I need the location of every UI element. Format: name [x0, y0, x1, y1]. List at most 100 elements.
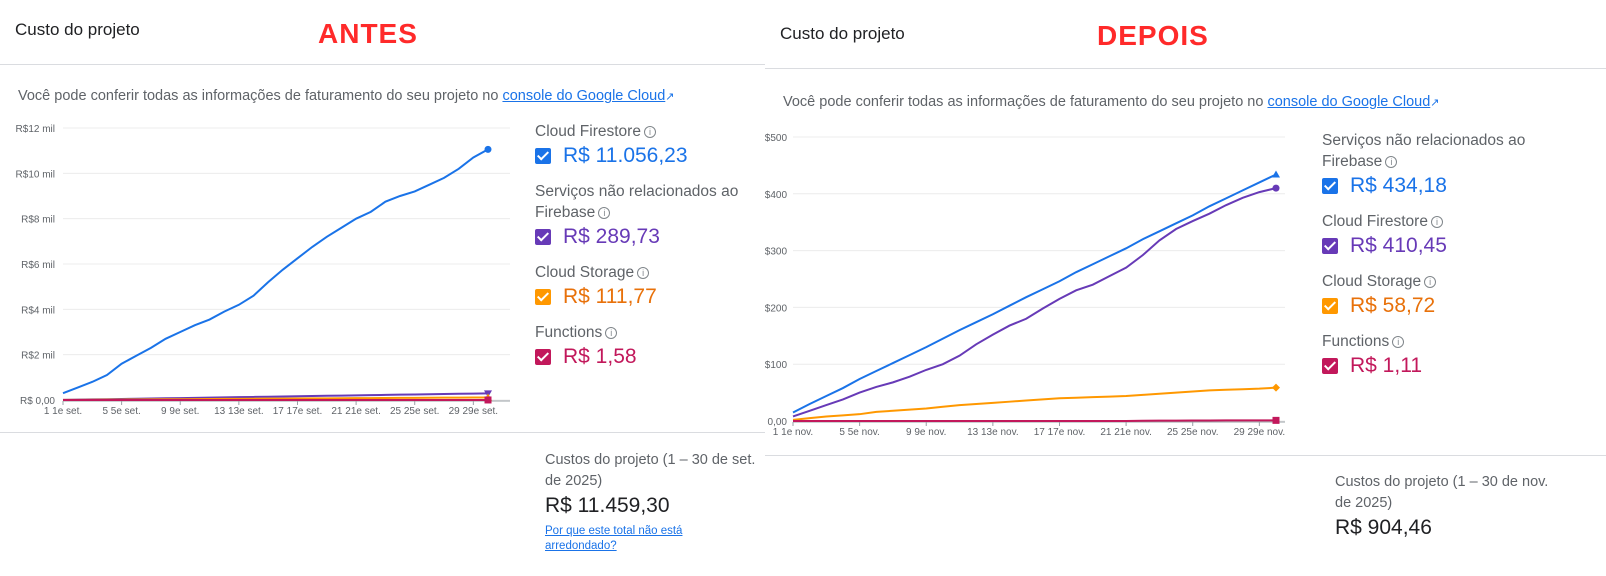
info-icon[interactable]: i	[1385, 155, 1398, 168]
legend-label: Cloud Firestore	[1322, 213, 1428, 230]
series-checkbox[interactable]	[535, 229, 551, 245]
y-tick-label: R$10 mil	[16, 169, 55, 180]
legend-value: R$ 58,72	[1350, 294, 1436, 317]
intro-text: Você pode conferir todas as informações …	[783, 94, 1440, 110]
legend-name: Serviços não relacionados ao Firebase i	[1322, 130, 1562, 172]
cost-chart: R$ 0,00 R$2 mil R$4 mil R$6 mil R$8 mil R$10 …	[16, 124, 510, 417]
legend-name: Cloud Firestore i	[535, 121, 755, 142]
legend-value: R$ 289,73	[563, 225, 660, 248]
legend-name: Functions i	[535, 322, 755, 343]
y-tick-label: R$400	[765, 190, 787, 201]
end-marker-square	[1272, 416, 1280, 424]
card-title: Custo do projeto	[15, 20, 140, 39]
divider	[0, 64, 765, 65]
external-link-icon: ↗	[1430, 97, 1440, 109]
x-tick-label: 13 13e nov.	[967, 427, 1019, 438]
legend: Serviços não relacionados ao Firebase i R…	[1322, 130, 1562, 391]
cost-chart: R$ 0,00 R$100 R$200 R$300 R$400 R$500 1 1e nov…	[765, 133, 1285, 438]
x-tick-label: 17 17e set.	[273, 406, 322, 417]
legend-value: R$ 111,77	[563, 285, 657, 308]
y-tick-label: R$ 0,00	[765, 417, 787, 428]
x-tick-label: 1 1e nov.	[773, 427, 813, 438]
divider	[765, 455, 1606, 456]
x-tick-label: 17 17e nov.	[1034, 427, 1086, 438]
legend-name: Cloud Storage i	[535, 262, 755, 283]
x-tick-label: 25 25e set.	[390, 406, 439, 417]
total-label: Custos do projeto (1 – 30 de nov. de 202…	[1335, 474, 1549, 511]
legend-label: Functions	[535, 324, 603, 341]
legend-item: Cloud Storage i R$ 58,72	[1322, 271, 1562, 318]
series-checkbox[interactable]	[535, 349, 551, 365]
panel-after: Custo do projeto DEPOIS Você pode confer…	[765, 0, 1606, 576]
total-value: R$ 11.459,30	[545, 494, 670, 517]
info-icon[interactable]: i	[605, 326, 618, 339]
legend-value: R$ 1,58	[563, 345, 637, 368]
series-line	[792, 187, 1277, 418]
y-tick-label: R$200	[765, 303, 787, 314]
end-marker-circle	[1272, 184, 1280, 192]
y-tick-label: R$8 mil	[21, 215, 55, 226]
series-checkbox[interactable]	[1322, 178, 1338, 194]
y-tick-label: R$100	[765, 360, 787, 371]
x-tick-label: 21 21e set.	[331, 406, 380, 417]
end-marker-square	[484, 396, 492, 404]
google-cloud-console-link[interactable]: console do Google Cloud	[1267, 94, 1431, 110]
legend-name: Functions i	[1322, 331, 1562, 352]
y-tick-label: R$500	[765, 133, 787, 144]
divider	[0, 432, 765, 433]
series-checkbox[interactable]	[1322, 358, 1338, 374]
x-tick-label: 21 21e nov.	[1100, 427, 1152, 438]
y-tick-label: R$6 mil	[21, 260, 55, 271]
legend-name: Serviços não relacionados ao Firebase i	[535, 181, 755, 223]
info-icon[interactable]: i	[643, 125, 656, 138]
x-tick-label: 13 13e set.	[214, 406, 263, 417]
x-tick-label: 5 5e nov.	[839, 427, 879, 438]
info-icon[interactable]: i	[1392, 335, 1405, 348]
google-cloud-console-link[interactable]: console do Google Cloud	[502, 88, 666, 104]
x-tick-label: 5 5e set.	[102, 406, 140, 417]
end-marker-circle	[484, 145, 492, 153]
end-marker-triangle	[1272, 170, 1280, 178]
card-title: Custo do projeto	[780, 24, 905, 43]
legend-name: Cloud Storage i	[1322, 271, 1562, 292]
series-line	[792, 173, 1277, 414]
series-line	[793, 419, 1277, 422]
series-checkbox[interactable]	[1322, 238, 1338, 254]
x-tick-label: 29 29e set.	[449, 406, 498, 417]
info-icon[interactable]: i	[598, 206, 611, 219]
total-label: Custos do projeto (1 – 30 de set. de 202…	[545, 452, 756, 489]
panel-before: Custo do projeto ANTES Você pode conferi…	[0, 0, 765, 576]
legend-label: Cloud Storage	[1322, 273, 1422, 290]
y-tick-label: R$2 mil	[21, 351, 55, 362]
legend: Cloud Firestore i R$ 11.056,23 Serviços nã…	[535, 121, 755, 382]
legend-label: Cloud Storage	[535, 264, 635, 281]
external-link-icon: ↗	[665, 91, 675, 103]
project-total: Custos do projeto (1 – 30 de set. de 202…	[545, 450, 760, 554]
y-tick-label: R$300	[765, 247, 787, 258]
legend-label: Serviços não relacionados ao Firebase	[1322, 132, 1526, 170]
end-marker-diamond	[1272, 383, 1280, 392]
legend-label: Cloud Firestore	[535, 123, 641, 140]
legend-value: R$ 11.056,23	[563, 144, 688, 167]
legend-item: Cloud Firestore i R$ 11.056,23	[535, 121, 755, 168]
info-icon[interactable]: i	[1430, 215, 1443, 228]
series-line	[62, 148, 489, 395]
intro-text: Você pode conferir todas as informações …	[18, 88, 675, 104]
series-line	[792, 386, 1277, 421]
legend-item: Serviços não relacionados ao Firebase i R…	[535, 181, 755, 249]
divider	[765, 68, 1606, 69]
legend-value: R$ 410,45	[1350, 234, 1447, 257]
x-tick-label: 1 1e set.	[44, 406, 82, 417]
info-icon[interactable]: i	[1424, 275, 1437, 288]
series-checkbox[interactable]	[535, 148, 551, 164]
info-icon[interactable]: i	[637, 266, 650, 279]
label-before: ANTES	[318, 18, 418, 49]
legend-item: Functions i R$ 1,11	[1322, 331, 1562, 378]
intro-label: Você pode conferir todas as informações …	[783, 94, 1268, 110]
series-checkbox[interactable]	[1322, 298, 1338, 314]
rounding-info-link[interactable]: Por que este total não está arredondado?	[545, 525, 683, 552]
intro-label: Você pode conferir todas as informações …	[18, 88, 503, 104]
series-checkbox[interactable]	[535, 289, 551, 305]
x-tick-label: 9 9e nov.	[906, 427, 946, 438]
legend-label: Functions	[1322, 333, 1390, 350]
